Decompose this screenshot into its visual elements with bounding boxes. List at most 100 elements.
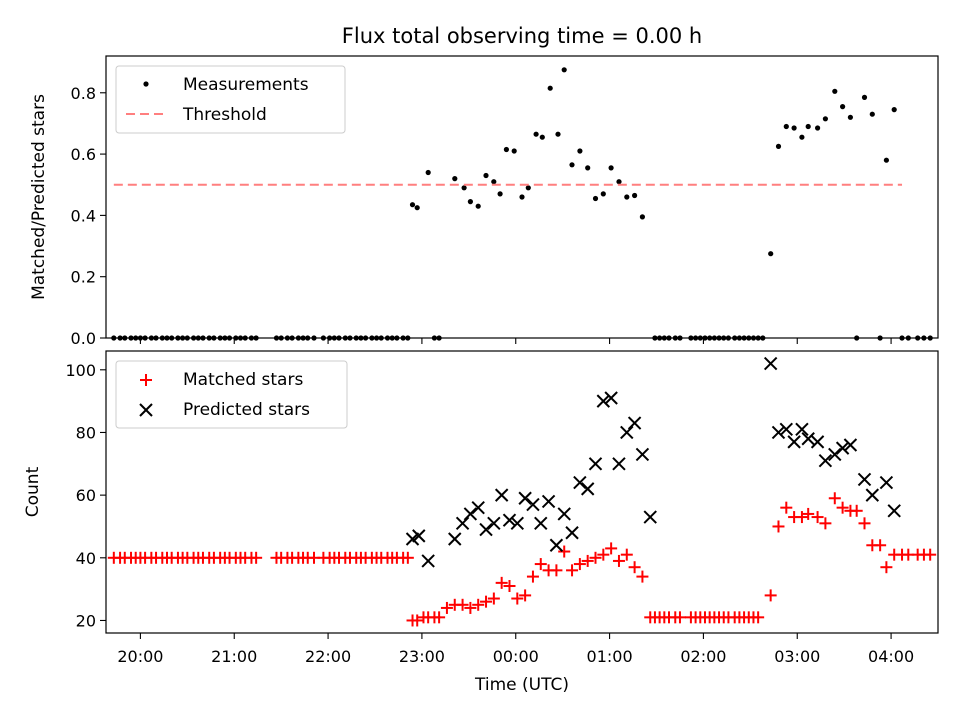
matched-point <box>433 611 446 624</box>
matched-point <box>526 570 539 583</box>
predicted-point <box>565 526 579 540</box>
bottom-y-tick-label: 40 <box>76 549 96 568</box>
measurement-point <box>569 162 575 168</box>
predicted-point-b <box>865 488 880 502</box>
measurement-point <box>585 165 591 171</box>
predicted-point <box>479 522 493 537</box>
top-y-axis: 0.0 0.2 0.4 0.6 0.8 <box>71 84 106 348</box>
matched-point <box>589 551 602 564</box>
predicted-point-b <box>557 507 571 521</box>
bottom-y-axis: 20 40 60 80 100 <box>65 361 106 630</box>
bottom-legend-box <box>115 360 348 429</box>
measurement-point <box>519 194 525 200</box>
measurement-point <box>561 67 567 73</box>
top-y-tick-label: 0.8 <box>71 84 96 103</box>
top-y-axis-label: Matched/Predicted stars <box>29 94 49 300</box>
predicted-point-b <box>580 482 595 496</box>
measurement-point <box>891 107 897 113</box>
matched-point <box>858 517 871 530</box>
measurement-point <box>847 114 854 120</box>
predicted-point <box>643 510 657 524</box>
predicted-point-b <box>620 425 634 440</box>
predicted-point <box>487 516 501 531</box>
matched-point <box>636 570 649 583</box>
measurement-point <box>791 125 797 131</box>
predicted-point-b <box>549 538 564 552</box>
top-y-tick-label: 0.6 <box>71 145 96 164</box>
legend-threshold-label: Threshold <box>182 105 267 125</box>
top-plot-frame <box>105 55 939 339</box>
matched-series <box>107 492 937 627</box>
predicted-point <box>588 457 603 471</box>
predicted-point <box>635 447 650 462</box>
matched-point <box>495 576 508 589</box>
measurement-point <box>815 125 821 131</box>
measurement-point <box>533 131 539 137</box>
predicted-point-b <box>795 422 809 437</box>
predicted-point <box>828 447 842 462</box>
legend-predicted-label: Predicted stars <box>183 400 310 420</box>
matched-point <box>836 501 849 514</box>
measurement-point <box>805 123 811 130</box>
matched-point <box>573 558 586 571</box>
matched-point <box>811 511 824 524</box>
predicted-point-b <box>494 488 509 502</box>
measurement-point <box>511 148 517 154</box>
predicted-point-b <box>534 516 548 531</box>
predicted-point-b <box>779 422 794 437</box>
predicted-point-b <box>787 435 801 449</box>
predicted-point <box>879 475 894 490</box>
bottom-x-tick-label: 22:00 <box>305 647 351 666</box>
predicted-point <box>534 516 548 531</box>
matched-point <box>780 501 793 514</box>
measurement-point <box>861 94 868 100</box>
matched-point <box>772 520 785 533</box>
matched-point <box>628 561 641 574</box>
predicted-point <box>518 491 532 505</box>
predicted-point-b <box>596 394 611 408</box>
legend-matched-marker <box>140 374 152 386</box>
top-y-tick-label: 0.2 <box>71 268 96 287</box>
measurement-point <box>799 134 805 140</box>
bottom-y-axis-label: Count <box>23 466 43 517</box>
predicted-point <box>604 391 618 405</box>
predicted-point-b <box>518 491 532 505</box>
matched-point <box>752 611 765 624</box>
predicted-point <box>835 441 850 455</box>
matched-point <box>828 492 841 505</box>
predicted-point <box>463 507 478 521</box>
matched-point <box>534 558 547 571</box>
measurement-point <box>525 185 531 191</box>
predicted-point <box>549 538 564 552</box>
matched-point <box>250 551 263 564</box>
chart-title: Flux total observing time = 0.00 h <box>342 24 702 48</box>
measurement-point <box>555 131 561 137</box>
bottom-x-tick-label: 23:00 <box>399 647 445 666</box>
matched-point <box>464 601 477 614</box>
predicted-point <box>596 394 611 408</box>
predicted-point <box>843 438 858 452</box>
measurement-point <box>497 191 503 197</box>
predicted-point-b <box>771 425 786 440</box>
matched-point <box>566 564 579 577</box>
predicted-point-b <box>471 500 485 515</box>
predicted-point <box>541 494 556 509</box>
bottom-x-tick-label: 03:00 <box>774 647 820 666</box>
bottom-x-tick-label: 02:00 <box>680 647 726 666</box>
measurement-point <box>539 134 545 140</box>
predicted-series <box>405 356 901 568</box>
predicted-point <box>857 472 872 487</box>
measurement-point <box>577 148 583 154</box>
measurements-series <box>111 67 933 341</box>
predicted-point <box>455 516 470 531</box>
predicted-point-b <box>565 526 579 540</box>
measurement-point <box>475 203 481 209</box>
predicted-point <box>448 532 462 546</box>
measurement-point <box>632 192 638 199</box>
predicted-point-b <box>835 441 850 455</box>
measurement-point <box>624 194 630 200</box>
predicted-point <box>494 488 509 502</box>
predicted-point <box>557 507 571 521</box>
predicted-point-b <box>479 522 493 537</box>
predicted-point <box>620 425 634 440</box>
